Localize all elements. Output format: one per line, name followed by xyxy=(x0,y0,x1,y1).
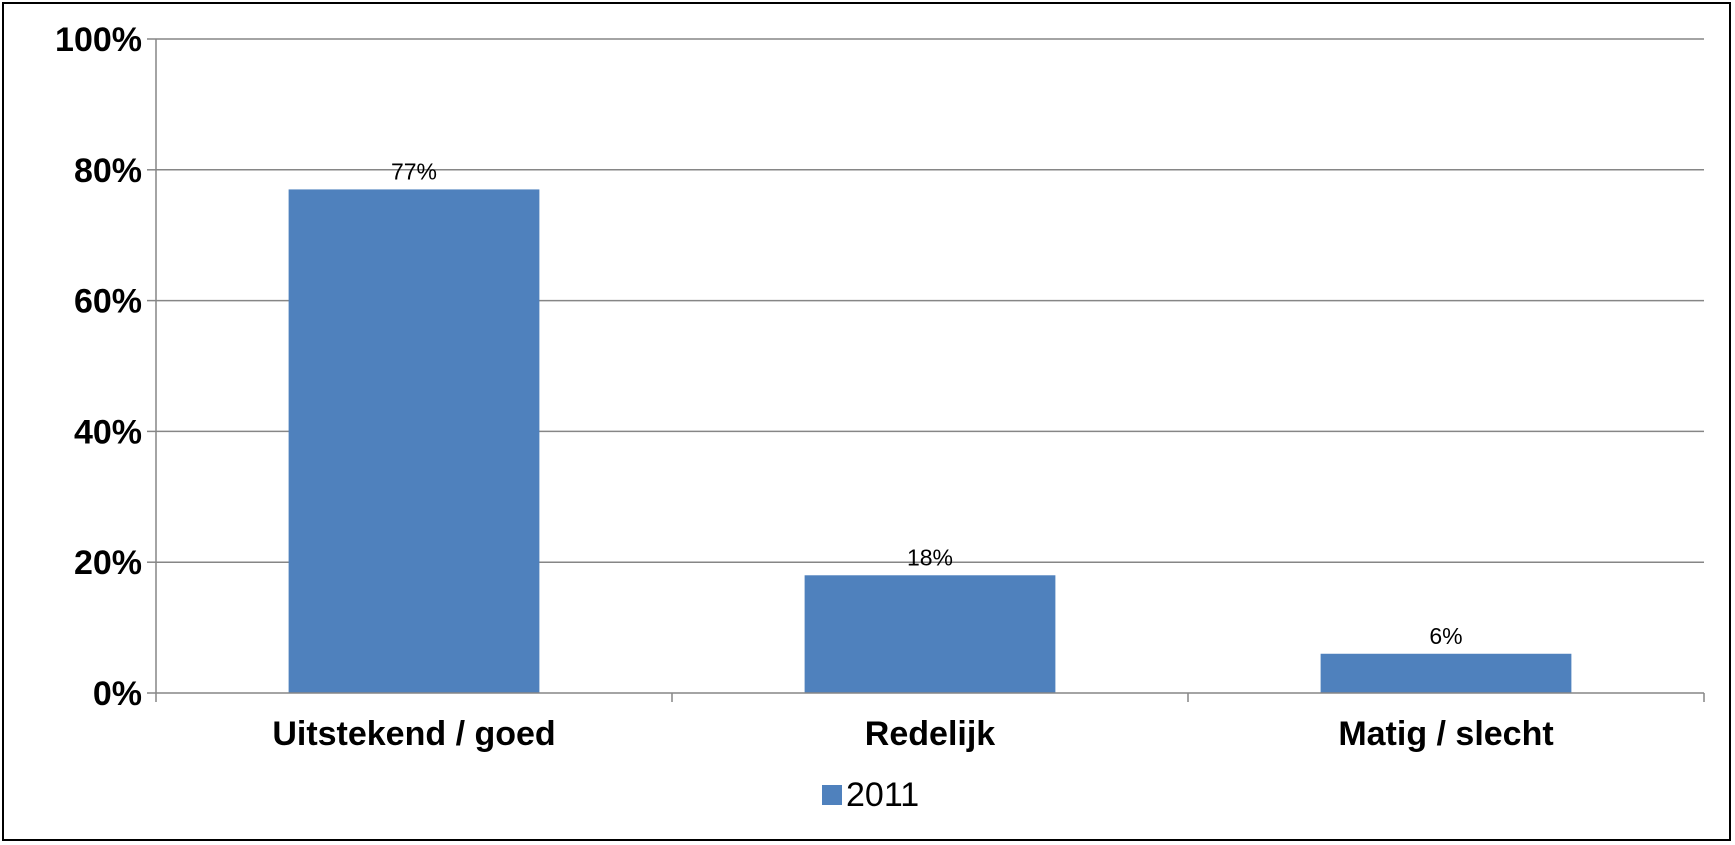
legend: 2011 xyxy=(822,776,919,814)
y-tick-label: 60% xyxy=(74,283,142,321)
x-tick-labels: Uitstekend / goed Redelijk Matig / slecht xyxy=(272,715,1553,753)
data-labels: 77% 18% 6% xyxy=(391,158,1463,648)
x-tick-label: Redelijk xyxy=(865,715,995,753)
legend-swatch xyxy=(822,785,842,805)
data-label: 6% xyxy=(1429,623,1462,649)
x-tick-label: Uitstekend / goed xyxy=(272,715,555,753)
y-tick-label: 20% xyxy=(74,544,142,582)
legend-label: 2011 xyxy=(846,776,919,814)
y-tick-labels: 0% 20% 40% 60% 80% 100% xyxy=(55,21,142,713)
bars xyxy=(288,189,1572,694)
data-label: 18% xyxy=(907,544,953,570)
y-tick-label: 80% xyxy=(74,152,142,190)
y-tick-label: 40% xyxy=(74,413,142,451)
y-tick-label: 0% xyxy=(93,675,142,713)
bar xyxy=(288,189,540,694)
bar xyxy=(1320,653,1572,693)
x-tick-label: Matig / slecht xyxy=(1338,715,1553,753)
data-label: 77% xyxy=(391,158,437,184)
bar xyxy=(804,575,1056,693)
axes xyxy=(147,38,1705,702)
y-tick-label: 100% xyxy=(55,21,142,59)
